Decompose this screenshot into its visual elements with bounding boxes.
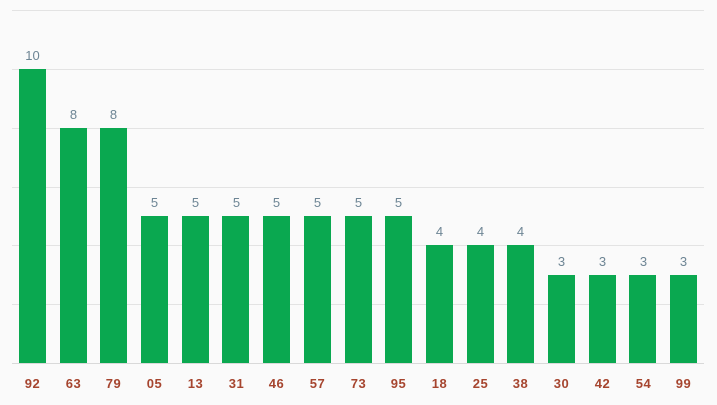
bar[interactable] bbox=[182, 216, 209, 363]
bar-value-label: 5 bbox=[191, 195, 200, 210]
bar-value-label: 4 bbox=[516, 224, 525, 239]
x-axis-label: 54 bbox=[635, 376, 652, 391]
gridline bbox=[12, 10, 704, 11]
bar[interactable] bbox=[141, 216, 168, 363]
bar-value-label: 5 bbox=[232, 195, 241, 210]
bar[interactable] bbox=[548, 275, 575, 363]
bar[interactable] bbox=[222, 216, 249, 363]
x-axis-label: 99 bbox=[675, 376, 692, 391]
bar-value-label: 5 bbox=[313, 195, 322, 210]
x-axis-label: 30 bbox=[553, 376, 570, 391]
x-axis-label: 95 bbox=[390, 376, 407, 391]
gridline bbox=[12, 187, 704, 188]
bar[interactable] bbox=[426, 245, 453, 363]
x-axis-label: 46 bbox=[268, 376, 285, 391]
gridline bbox=[12, 69, 704, 70]
x-axis-baseline bbox=[12, 363, 704, 364]
x-axis-label: 25 bbox=[472, 376, 489, 391]
x-axis-label: 18 bbox=[431, 376, 448, 391]
bar-value-label: 5 bbox=[394, 195, 403, 210]
bar-value-label: 10 bbox=[25, 48, 40, 63]
x-axis-label: 38 bbox=[512, 376, 529, 391]
bar-value-label: 5 bbox=[354, 195, 363, 210]
bar[interactable] bbox=[263, 216, 290, 363]
bar[interactable] bbox=[304, 216, 331, 363]
bar[interactable] bbox=[385, 216, 412, 363]
x-axis-label: 79 bbox=[105, 376, 122, 391]
bar-value-label: 5 bbox=[272, 195, 281, 210]
bar-value-label: 3 bbox=[639, 254, 648, 269]
bar[interactable] bbox=[670, 275, 697, 363]
bar-value-label: 4 bbox=[476, 224, 485, 239]
x-axis-label: 92 bbox=[24, 376, 41, 391]
bar-value-label: 8 bbox=[109, 107, 118, 122]
x-axis-label: 57 bbox=[309, 376, 326, 391]
x-axis-label: 05 bbox=[146, 376, 163, 391]
bar[interactable] bbox=[467, 245, 494, 363]
bar[interactable] bbox=[589, 275, 616, 363]
bar[interactable] bbox=[100, 128, 127, 363]
x-axis-label: 13 bbox=[187, 376, 204, 391]
bar-value-label: 8 bbox=[69, 107, 78, 122]
x-axis-label: 63 bbox=[65, 376, 82, 391]
bar-value-label: 3 bbox=[598, 254, 607, 269]
bar-value-label: 4 bbox=[435, 224, 444, 239]
x-axis-label: 73 bbox=[350, 376, 367, 391]
bar[interactable] bbox=[60, 128, 87, 363]
bar[interactable] bbox=[19, 69, 46, 363]
bar[interactable] bbox=[629, 275, 656, 363]
x-axis-label: 31 bbox=[228, 376, 245, 391]
bar[interactable] bbox=[507, 245, 534, 363]
bar[interactable] bbox=[345, 216, 372, 363]
x-axis-label: 42 bbox=[594, 376, 611, 391]
bar-value-label: 3 bbox=[679, 254, 688, 269]
gridline bbox=[12, 128, 704, 129]
bar-value-label: 5 bbox=[150, 195, 159, 210]
bar-value-label: 3 bbox=[557, 254, 566, 269]
